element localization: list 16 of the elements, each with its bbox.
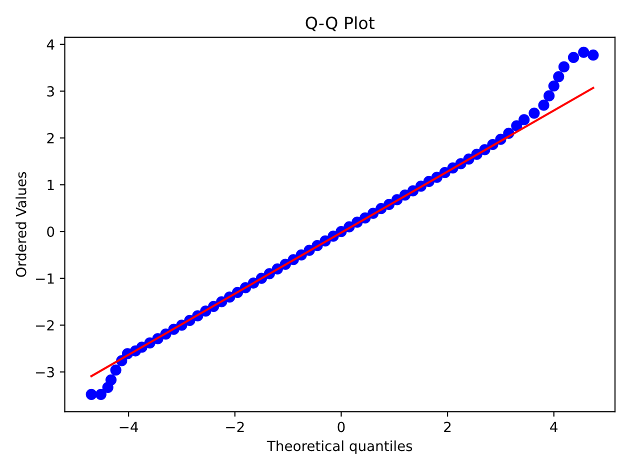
- y-tick-label: −3: [36, 366, 54, 378]
- y-tick-label: −1: [36, 273, 54, 284]
- y-tick-label: 1: [48, 180, 54, 190]
- y-tick-label: 3: [47, 86, 54, 97]
- x-tick-label: −4: [120, 422, 138, 432]
- x-tick-label: 4: [550, 422, 558, 432]
- x-tick-label: −2: [226, 422, 244, 432]
- y-axis-title: Ordered Values: [16, 172, 26, 277]
- x-tick-label: 0: [338, 422, 345, 432]
- y-tick-label: 0: [47, 226, 54, 238]
- y-tick-label: 2: [47, 132, 54, 144]
- y-tick-label: 4: [46, 40, 54, 50]
- x-tick-label: 2: [444, 422, 451, 432]
- chart-title: Q-Q Plot: [306, 16, 374, 32]
- y-tick-label: −2: [36, 320, 54, 330]
- x-axis-title: Theoretical quantiles: [266, 440, 412, 454]
